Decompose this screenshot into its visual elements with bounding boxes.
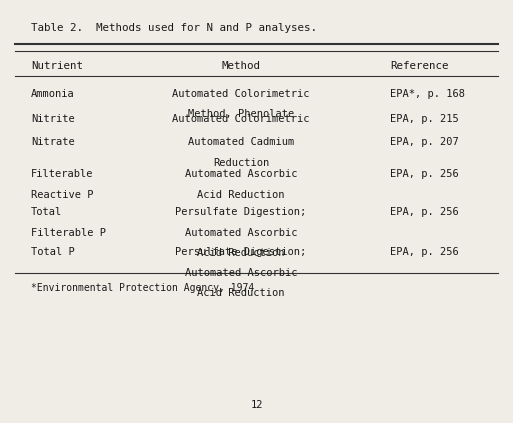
Text: EPA, p. 256: EPA, p. 256 [390,207,459,217]
Text: Filterable P: Filterable P [31,228,106,238]
Text: Acid Reduction: Acid Reduction [198,288,285,298]
Text: Method, Phenolate: Method, Phenolate [188,109,294,119]
Text: Nitrate: Nitrate [31,137,74,148]
Text: Filterable: Filterable [31,169,93,179]
Text: Automated Colorimetric: Automated Colorimetric [172,114,310,124]
Text: Total: Total [31,207,62,217]
Text: Total P: Total P [31,247,74,258]
Text: EPA, p. 207: EPA, p. 207 [390,137,459,148]
Text: 12: 12 [250,400,263,410]
Text: Nutrient: Nutrient [31,61,83,71]
Text: *Environmental Protection Agency, 1974: *Environmental Protection Agency, 1974 [31,283,254,294]
Text: Persulfate Digestion;: Persulfate Digestion; [175,207,307,217]
Text: EPA, p. 256: EPA, p. 256 [390,247,459,258]
Text: EPA*, p. 168: EPA*, p. 168 [390,89,465,99]
Text: Acid Reduction: Acid Reduction [198,190,285,200]
Text: Reduction: Reduction [213,158,269,168]
Text: EPA, p. 256: EPA, p. 256 [390,169,459,179]
Text: Reference: Reference [390,61,448,71]
Text: Method: Method [222,61,261,71]
Text: Reactive P: Reactive P [31,190,93,200]
Text: Automated Ascorbic: Automated Ascorbic [185,228,298,238]
Text: Automated Ascorbic: Automated Ascorbic [185,268,298,278]
Text: Automated Cadmium: Automated Cadmium [188,137,294,148]
Text: EPA, p. 215: EPA, p. 215 [390,114,459,124]
Text: Persulfate Digestion;: Persulfate Digestion; [175,247,307,258]
Text: Nitrite: Nitrite [31,114,74,124]
Text: Automated Colorimetric: Automated Colorimetric [172,89,310,99]
Text: Table 2.  Methods used for N and P analyses.: Table 2. Methods used for N and P analys… [31,23,317,33]
Text: Acid Reduction: Acid Reduction [198,248,285,258]
Text: Automated Ascorbic: Automated Ascorbic [185,169,298,179]
Text: Ammonia: Ammonia [31,89,74,99]
